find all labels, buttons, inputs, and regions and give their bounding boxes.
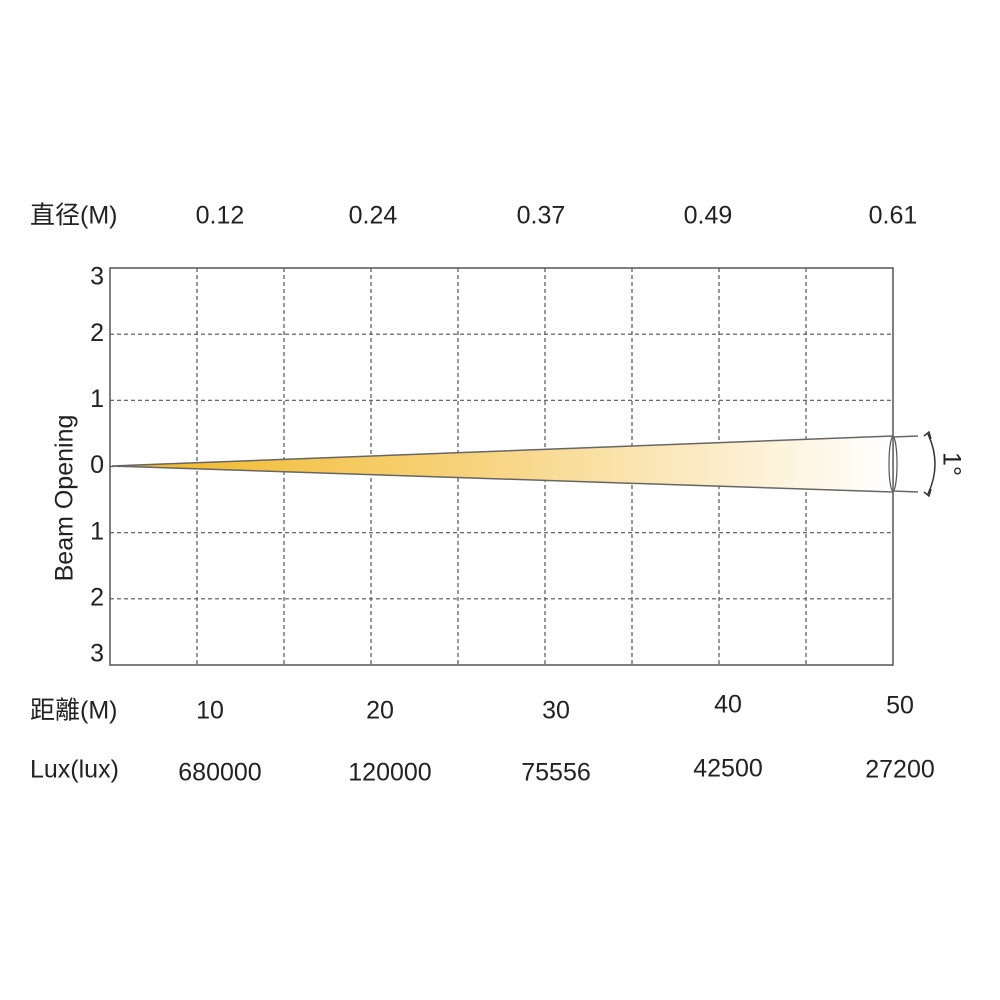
distance-label: 距離(M) [30, 697, 117, 725]
y-tick-label: 2 [90, 319, 104, 347]
angle-leader [892, 435, 919, 438]
beam [111, 435, 894, 493]
distance-value: 40 [714, 691, 742, 719]
angle-leader [892, 490, 919, 493]
diameter-value: 0.61 [869, 202, 918, 230]
lux-value: 680000 [178, 759, 261, 787]
y-tick-label: 0 [90, 451, 104, 479]
distance-value: 10 [196, 697, 224, 725]
diameter-value: 0.24 [349, 202, 398, 230]
diameter-value: 0.12 [196, 202, 245, 230]
angle-arrows [923, 430, 932, 498]
y-tick-label: 3 [90, 640, 104, 668]
diameter-value: 0.49 [684, 202, 733, 230]
distance-value: 50 [886, 692, 914, 720]
y-tick-label: 1 [90, 517, 104, 545]
y-tick-label: 3 [90, 263, 104, 291]
lux-value: 120000 [348, 759, 431, 787]
lux-value: 75556 [521, 759, 591, 787]
distance-value: 30 [542, 697, 570, 725]
beam-angle: 1° [937, 452, 965, 476]
lux-label: Lux(lux) [30, 756, 119, 784]
distance-value: 20 [366, 697, 394, 725]
lux-value: 42500 [693, 755, 763, 783]
diameter-value: 0.37 [517, 202, 566, 230]
y-axis-label: Beam Opening [51, 415, 79, 582]
angle-arc [927, 433, 936, 495]
diameter-label: 直径(M) [30, 202, 117, 230]
y-tick-label: 2 [90, 583, 104, 611]
y-tick-label: 1 [90, 385, 104, 413]
lux-value: 27200 [865, 756, 935, 784]
